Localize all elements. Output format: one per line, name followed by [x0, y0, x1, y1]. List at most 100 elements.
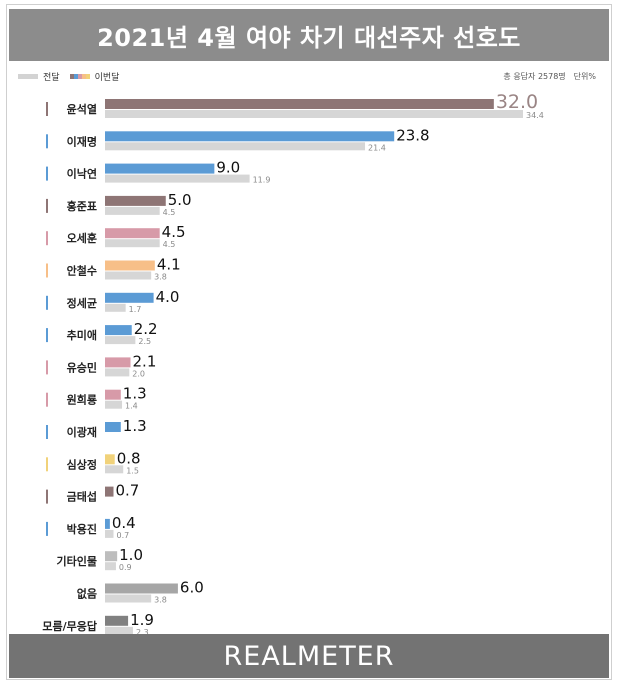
bar-current	[105, 163, 215, 174]
category-label: 홍준표	[67, 199, 97, 213]
legend-label-current: 이번달	[94, 72, 120, 83]
value-label-previous: 4.5	[163, 240, 176, 249]
unit-note: 단위%	[573, 71, 596, 81]
value-label-current: 2.1	[133, 352, 157, 370]
category-marker	[46, 102, 48, 116]
value-label-current: 1.3	[123, 385, 147, 403]
category-marker	[46, 231, 48, 246]
bar-current	[105, 518, 110, 529]
value-label-current: 32.0	[496, 91, 538, 113]
value-label-previous: 11.9	[253, 176, 271, 185]
value-label-previous: 2.5	[138, 337, 151, 346]
value-label-current: 4.1	[157, 256, 181, 274]
respondents-note: 총 응답자 2578명	[503, 71, 566, 81]
value-label-previous: 2.0	[132, 369, 145, 378]
bar-previous	[105, 529, 114, 538]
bar-current	[105, 131, 395, 142]
bar-previous	[105, 400, 123, 409]
value-label-previous: 1.7	[129, 305, 142, 314]
bar-previous	[105, 368, 130, 377]
bar-current	[105, 486, 114, 497]
category-label: 금태섭	[67, 490, 97, 504]
value-label-current: 6.0	[180, 579, 204, 597]
category-label: 심상정	[67, 457, 97, 471]
category-label: 정세균	[67, 296, 97, 310]
value-label-previous: 3.8	[154, 596, 167, 605]
value-label-current: 5.0	[168, 191, 192, 209]
bar-previous	[105, 594, 152, 603]
category-label: 이재명	[67, 134, 97, 148]
bar-current	[105, 551, 118, 562]
category-label: 윤석열	[67, 102, 97, 116]
category-label: 없음	[77, 588, 97, 601]
category-marker	[46, 328, 48, 343]
bar-previous	[105, 336, 136, 345]
category-marker	[46, 295, 48, 310]
value-label-current: 4.0	[156, 288, 180, 306]
value-label-previous: 0.7	[117, 531, 130, 540]
value-label-previous: 34.4	[526, 111, 544, 120]
value-label-current: 23.8	[396, 126, 429, 144]
value-label-current: 1.9	[130, 611, 154, 629]
legend-swatch-previous	[18, 73, 38, 79]
bar-previous	[105, 142, 366, 151]
value-label-current: 2.2	[134, 320, 158, 338]
category-label: 기타인물	[57, 554, 97, 568]
legend-swatch-current	[69, 73, 90, 79]
value-label-current: 0.8	[117, 449, 141, 467]
category-label: 모름/무응답	[42, 619, 97, 633]
value-label-previous: 1.4	[125, 402, 138, 411]
value-label-previous: 0.9	[119, 563, 132, 572]
bar-previous	[105, 206, 160, 215]
category-label: 추미애	[67, 328, 97, 342]
value-label-current: 9.0	[216, 159, 240, 177]
category-label: 안철수	[67, 264, 97, 278]
category-marker	[46, 392, 48, 407]
bar-previous	[105, 465, 124, 474]
bar-current	[105, 99, 494, 109]
category-label: 오세훈	[67, 231, 97, 245]
value-label-current: 4.5	[162, 223, 186, 241]
brand-footer: REALMETER	[9, 634, 609, 678]
bar-previous	[105, 303, 126, 312]
category-marker	[46, 360, 48, 375]
bar-current	[105, 454, 115, 465]
value-label-current: 1.0	[119, 546, 143, 564]
category-marker	[46, 166, 48, 181]
bar-current	[105, 357, 131, 368]
value-label-current: 0.4	[112, 514, 136, 532]
value-label-previous: 2.3	[136, 628, 149, 637]
category-label: 박용진	[67, 522, 97, 536]
value-label-previous: 21.4	[368, 143, 386, 152]
bar-current	[105, 260, 155, 271]
bar-previous	[105, 174, 250, 183]
category-label: 원희룡	[67, 393, 97, 407]
bar-current	[105, 228, 160, 239]
value-label-current: 0.7	[116, 482, 140, 500]
chart-meta: 총 응답자 2578명 단위%	[503, 69, 596, 83]
bar-previous	[105, 626, 133, 635]
category-marker	[46, 457, 48, 472]
value-label-previous: 4.5	[163, 208, 176, 217]
category-marker	[46, 489, 48, 504]
category-label: 이낙연	[67, 167, 97, 181]
category-label: 이광재	[67, 425, 97, 439]
category-marker	[46, 198, 48, 213]
bar-previous	[105, 562, 116, 571]
bar-current	[105, 292, 154, 303]
bar-current	[105, 615, 129, 626]
chart-title: 2021년 4월 여야 차기 대선주자 선호도	[9, 9, 609, 61]
value-label-previous: 1.5	[126, 466, 139, 475]
category-marker	[46, 263, 48, 278]
bar-current	[105, 583, 178, 594]
bar-current	[105, 422, 121, 432]
value-label-current: 1.3	[123, 417, 147, 435]
bar-previous	[105, 239, 160, 248]
bar-current	[105, 325, 132, 336]
category-marker	[46, 521, 48, 536]
bar-current	[105, 195, 166, 206]
category-marker	[46, 425, 48, 439]
category-marker	[46, 134, 48, 149]
bar-previous	[105, 110, 523, 118]
